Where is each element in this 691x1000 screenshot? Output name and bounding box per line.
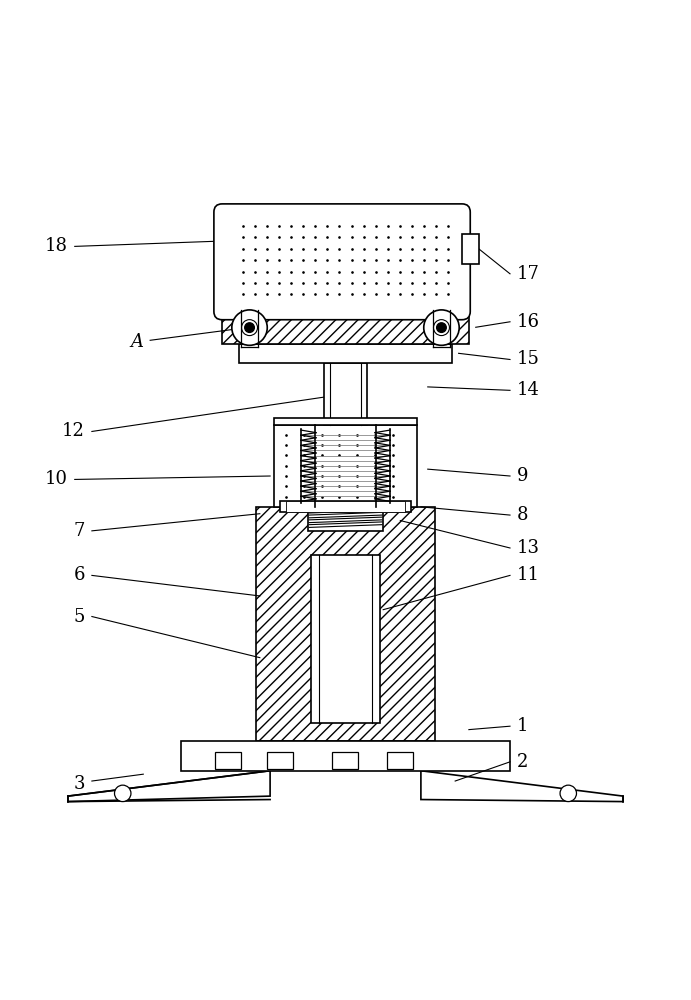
Bar [286,501,405,512]
Text: 17: 17 [517,265,540,283]
Text: 9: 9 [517,467,529,485]
Text: 3: 3 [73,775,85,793]
Circle shape [437,323,446,332]
Bar [274,418,417,425]
Circle shape [242,320,258,336]
Bar [281,501,410,512]
Text: 18: 18 [45,237,68,255]
Circle shape [424,310,460,345]
FancyBboxPatch shape [214,204,471,320]
Circle shape [245,323,254,332]
Bar [332,752,358,769]
Text: 10: 10 [45,470,68,488]
Text: 7: 7 [74,522,85,540]
Bar [311,555,380,723]
Bar [222,312,469,344]
Text: A: A [131,333,143,351]
Bar [307,510,384,531]
Bar [323,363,368,425]
Text: 2: 2 [517,753,528,771]
Bar [267,752,293,769]
Text: 16: 16 [517,313,540,331]
Circle shape [115,785,131,802]
Text: 13: 13 [517,539,540,557]
Bar [387,752,413,769]
Text: 1: 1 [517,717,529,735]
Bar [216,752,241,769]
Text: 6: 6 [73,566,85,584]
Bar [239,344,452,363]
Circle shape [231,310,267,345]
Bar [181,741,510,771]
Text: 15: 15 [517,350,540,368]
Text: 5: 5 [74,608,85,626]
Polygon shape [421,771,623,802]
Polygon shape [68,771,270,802]
Text: 12: 12 [62,422,85,440]
Bar [462,234,479,264]
Text: 14: 14 [517,381,540,399]
Circle shape [433,320,449,336]
Bar [256,507,435,741]
Bar [274,425,417,507]
Text: 8: 8 [517,506,529,524]
Circle shape [560,785,576,802]
Text: 11: 11 [517,566,540,584]
